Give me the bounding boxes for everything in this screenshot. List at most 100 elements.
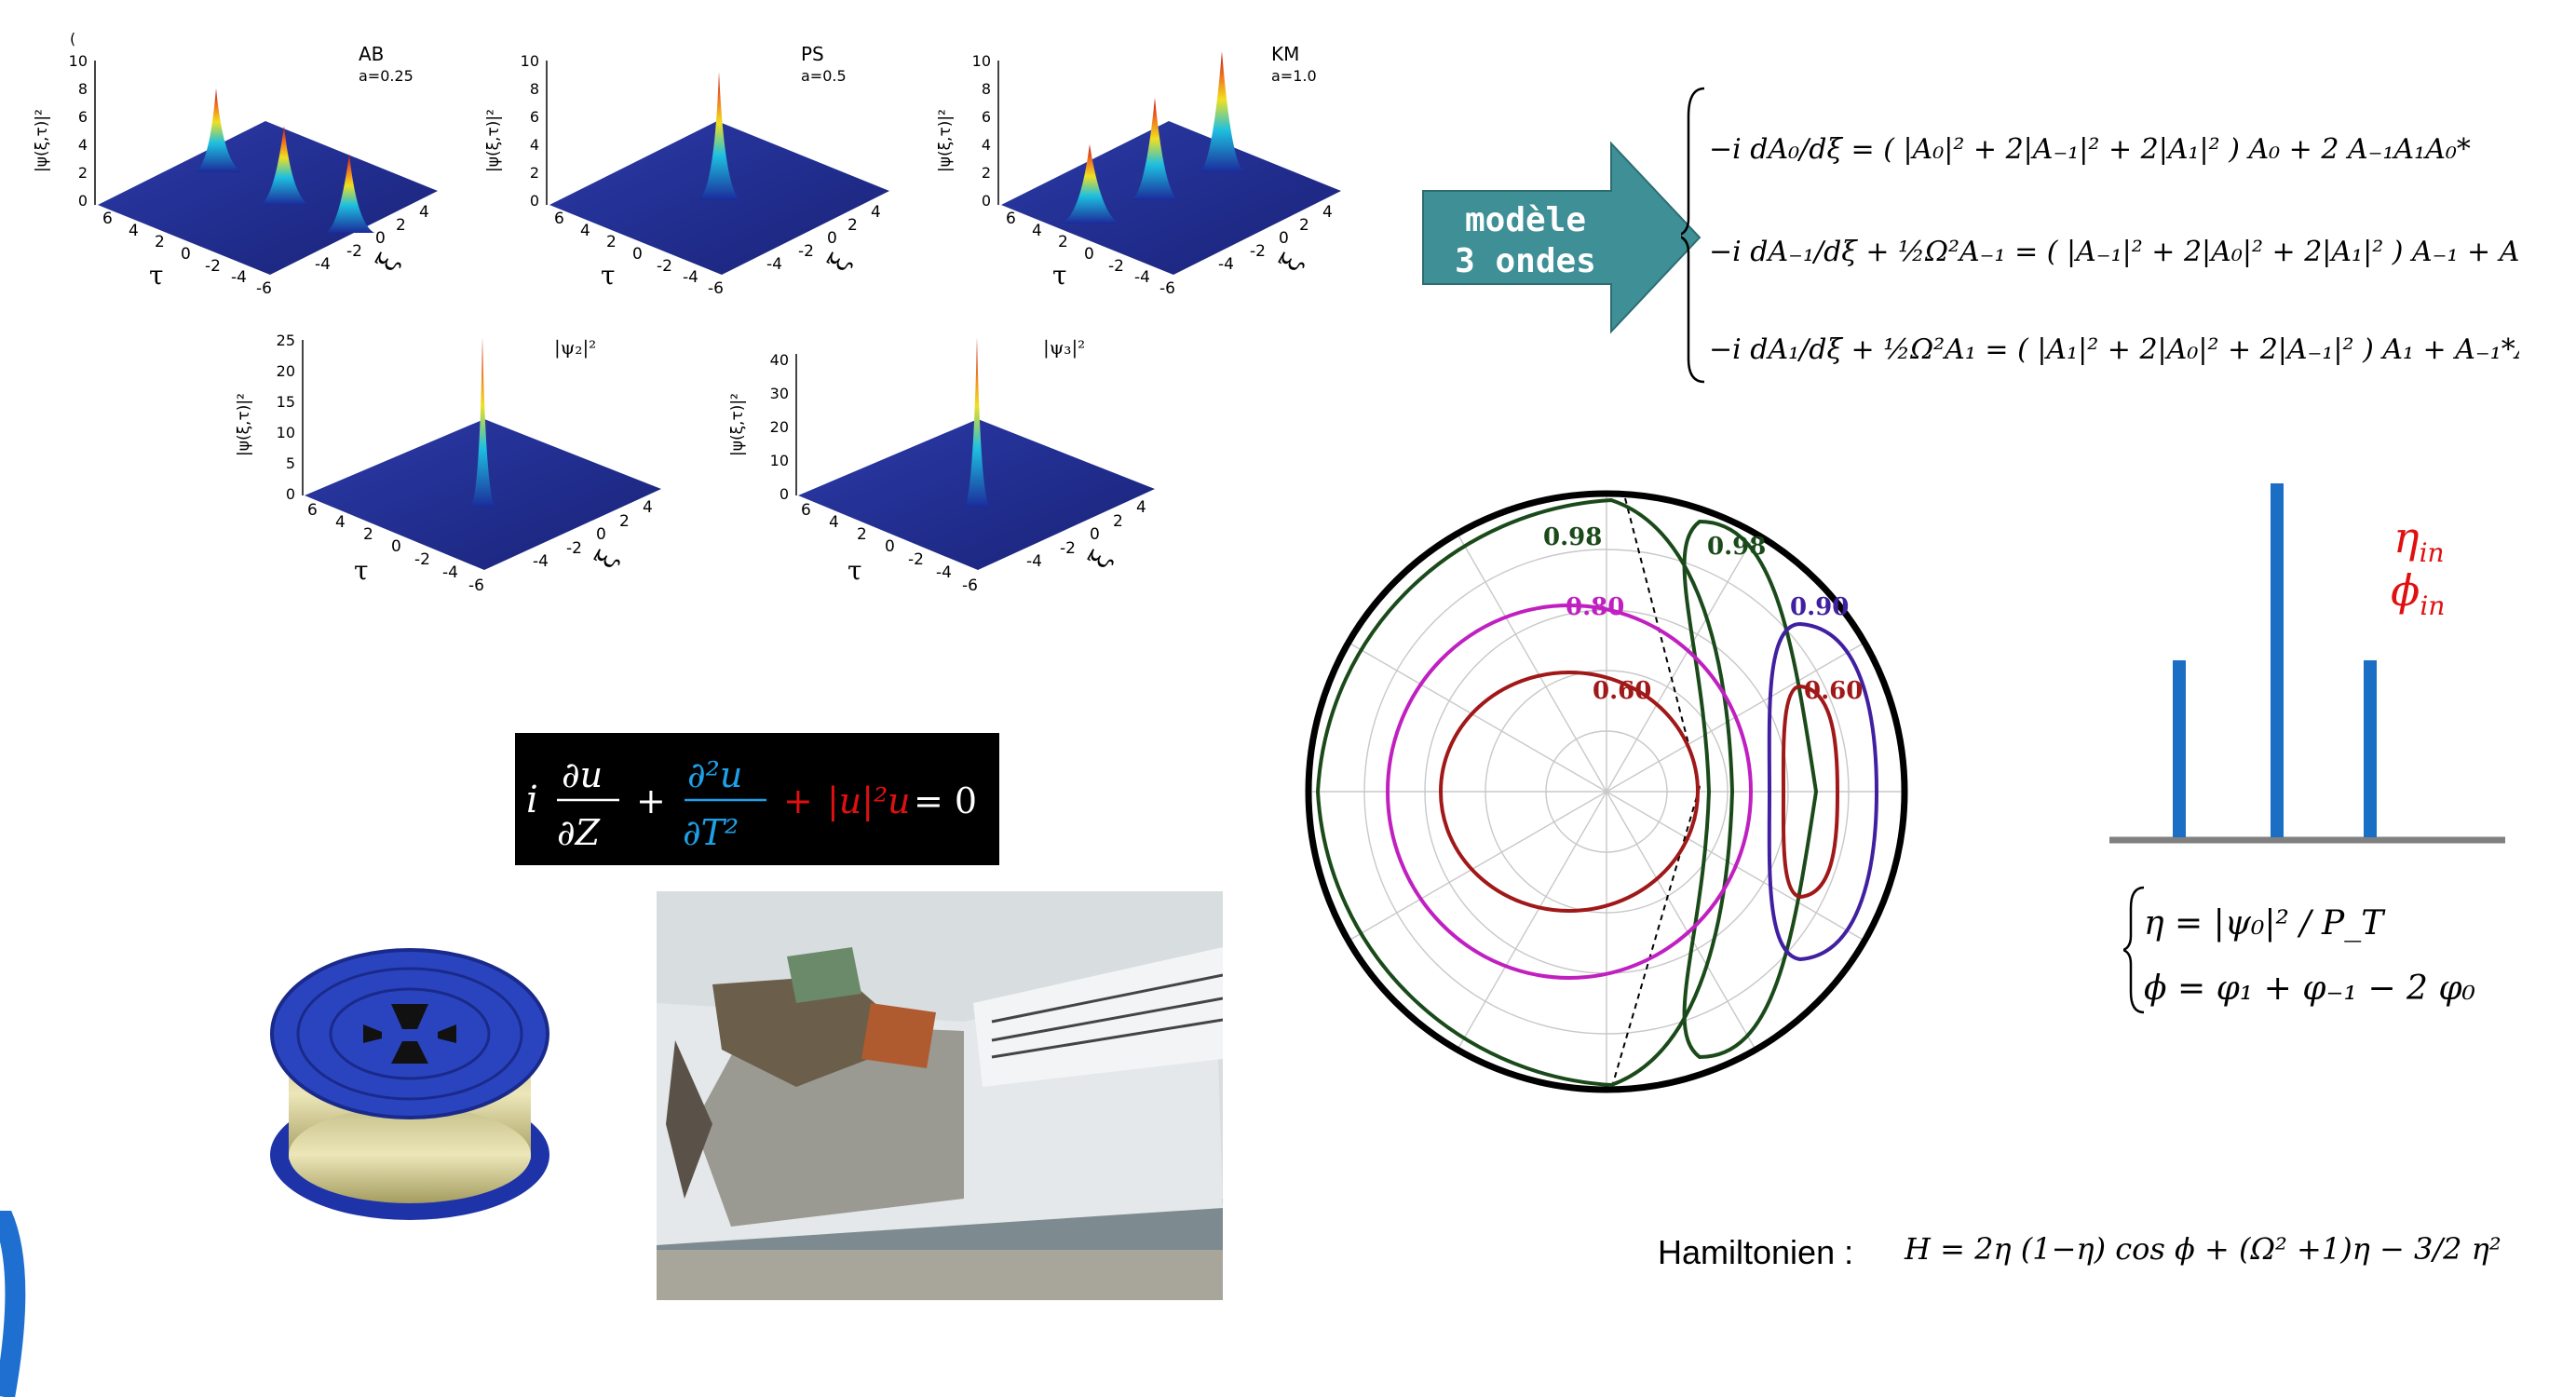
polar-label-090: 0.90	[1790, 593, 1849, 621]
tau-tick: 4	[129, 222, 139, 240]
ship-photo-svg	[657, 891, 1223, 1300]
ytick: 25	[277, 332, 295, 349]
xi-tick: 4	[643, 498, 653, 517]
ytick: 40	[770, 351, 789, 369]
defs-svg: η = |ψ₀|² / P_T ϕ = φ₁ + φ₋₁ − 2 φ₀	[2123, 886, 2475, 1014]
ytick: 10	[972, 52, 991, 70]
ytick: 4	[530, 136, 539, 154]
xi-tick: 0	[827, 229, 837, 248]
nlse-du: ∂u	[562, 754, 603, 795]
ytick: 15	[277, 393, 295, 411]
xi-tick: 0	[1279, 229, 1289, 248]
plot-psi2-ylabel: |ψ(ξ,τ)|²	[235, 393, 253, 456]
eq-line-3: −i dA₁/dξ + ½Ω²A₁ = ( |A₁|² + 2|A₀|² + 2…	[1709, 333, 2519, 366]
spectrum-bar	[2173, 660, 2186, 837]
tau-tick: -6	[962, 576, 978, 595]
plot-ps-ylabel: |ψ(ξ,τ)|²	[484, 109, 503, 172]
xi-tick: 0	[375, 229, 386, 248]
xi-tick: 0	[596, 525, 606, 544]
plot-ab: ( AB a=0.25 10 8 6 4 2 0 |ψ(ξ,τ)|² 6 4 2…	[19, 33, 456, 321]
xi-label: ξ	[370, 249, 403, 277]
eq-line-1: −i dA₀/dξ = ( |A₀|² + 2|A₋₁|² + 2|A₁|² )…	[1709, 133, 2471, 166]
plot-ps-param: a=0.5	[801, 67, 847, 85]
ytick: 20	[770, 418, 789, 436]
plot-psi3-svg: |ψ₃|² 40 30 20 10 0 |ψ(ξ,τ)|² 6 4 2 0 -2…	[728, 336, 1155, 595]
plot-ab-svg: ( AB a=0.25 10 8 6 4 2 0 |ψ(ξ,τ)|² 6 4 2…	[33, 33, 438, 298]
tau-tick: 0	[885, 537, 895, 556]
tau-tick: -6	[256, 279, 272, 298]
nlse-plus2: +	[783, 780, 813, 821]
eta-definition: η = |ψ₀|² / P_T	[2144, 904, 2386, 943]
tau-tick: -4	[442, 563, 458, 582]
ytick: 0	[286, 485, 295, 503]
ytick: 6	[78, 108, 88, 126]
plot-psi2-tag: |ψ₂|²	[554, 336, 596, 359]
xi-tick: 4	[871, 203, 881, 222]
plot-psi2: |ψ₂|² 25 20 15 10 5 0 |ψ(ξ,τ)|² 6 4 2 0 …	[219, 326, 694, 624]
xi-label: ξ	[589, 546, 622, 574]
xi-tick: 2	[1299, 216, 1309, 235]
ytick: 6	[530, 108, 539, 126]
ytick: 6	[982, 108, 991, 126]
xi-label: ξ	[821, 249, 855, 277]
tau-tick: 4	[1032, 222, 1042, 240]
hamiltonien-formula: H = 2η (1−η) cos ϕ + (Ω² +1)η − 3/2 η²	[1905, 1231, 2501, 1267]
nlse-d2u: ∂²u	[687, 754, 742, 795]
phi-in-label: ϕin	[2391, 565, 2445, 621]
ytick: 2	[982, 164, 991, 182]
nlse-eq0: = 0	[914, 780, 977, 821]
xi-tick: -2	[1250, 242, 1266, 261]
tau-tick: -2	[908, 550, 924, 569]
ytick: 4	[78, 136, 88, 154]
arrow-line2: 3 ondes	[1455, 242, 1596, 280]
tau-tick: -4	[1134, 268, 1150, 287]
plot-km: KM a=1.0 10 8 6 4 2 0 |ψ(ξ,τ)|² 6 4 2 0 …	[922, 33, 1360, 321]
ytick: 0	[982, 192, 991, 210]
tau-tick: -6	[708, 279, 724, 298]
xi-tick: 0	[1090, 525, 1100, 544]
plot-psi3-tag: |ψ₃|²	[1043, 336, 1085, 359]
xi-tick: -4	[766, 255, 782, 274]
corner-arc-svg	[0, 1211, 26, 1397]
model-arrow: modèle 3 ondes	[1416, 140, 1704, 335]
tau-tick: 4	[335, 513, 346, 532]
tau-tick: 0	[1084, 245, 1094, 264]
three-wave-equations: −i dA₀/dξ = ( |A₀|² + 2|A₋₁|² + 2|A₁|² )…	[1681, 79, 2519, 387]
plot-ps-svg: PS a=0.5 10 8 6 4 2 0 |ψ(ξ,τ)|² 6 4 2 0 …	[484, 43, 889, 298]
plot-km-ylabel: |ψ(ξ,τ)|²	[936, 109, 955, 172]
ytick: 20	[277, 362, 295, 380]
tau-tick: 0	[181, 245, 191, 264]
nlse-equation: i ∂u ∂Z + ∂²u ∂T² + |u|² u = 0	[515, 733, 999, 865]
ytick: 4	[982, 136, 991, 154]
xi-label: ξ	[1082, 546, 1116, 574]
plot-km-tag: KM	[1271, 43, 1299, 65]
plot-psi3-ylabel: |ψ(ξ,τ)|²	[728, 393, 747, 456]
plot-km-svg: KM a=1.0 10 8 6 4 2 0 |ψ(ξ,τ)|² 6 4 2 0 …	[936, 43, 1341, 298]
xi-tick: -4	[533, 552, 549, 571]
ytick: 0	[530, 192, 539, 210]
fiber-spool-svg	[270, 948, 549, 1220]
ytick: 5	[286, 454, 295, 472]
tau-tick: -4	[936, 563, 952, 582]
xi-tick: 2	[1113, 512, 1123, 531]
nlse-i: i	[526, 779, 538, 821]
arrow-line1: modèle	[1465, 201, 1586, 239]
equations-svg: −i dA₀/dξ = ( |A₀|² + 2|A₋₁|² + 2|A₁|² )…	[1681, 87, 2519, 384]
eta-in-label: ηin	[2393, 512, 2445, 568]
xi-tick: 4	[419, 203, 429, 222]
xi-tick: 2	[847, 216, 858, 235]
ytick: 10	[521, 52, 539, 70]
nlse-plus1: +	[636, 780, 666, 821]
tau-tick: -6	[468, 576, 484, 595]
ytick: 0	[78, 192, 88, 210]
ytick: 30	[770, 385, 789, 402]
nlse-absu: |u|²	[827, 780, 888, 821]
tau-tick: 4	[829, 513, 839, 532]
plot-psi3: |ψ₃|² 40 30 20 10 0 |ψ(ξ,τ)|² 6 4 2 0 -2…	[712, 326, 1187, 624]
tau-tick: -2	[205, 257, 221, 276]
ytick: 10	[69, 52, 88, 70]
xi-tick: -2	[1060, 539, 1076, 558]
tau-label: τ	[354, 555, 369, 586]
ytick: 2	[530, 164, 539, 182]
tau-tick: 2	[363, 525, 373, 544]
